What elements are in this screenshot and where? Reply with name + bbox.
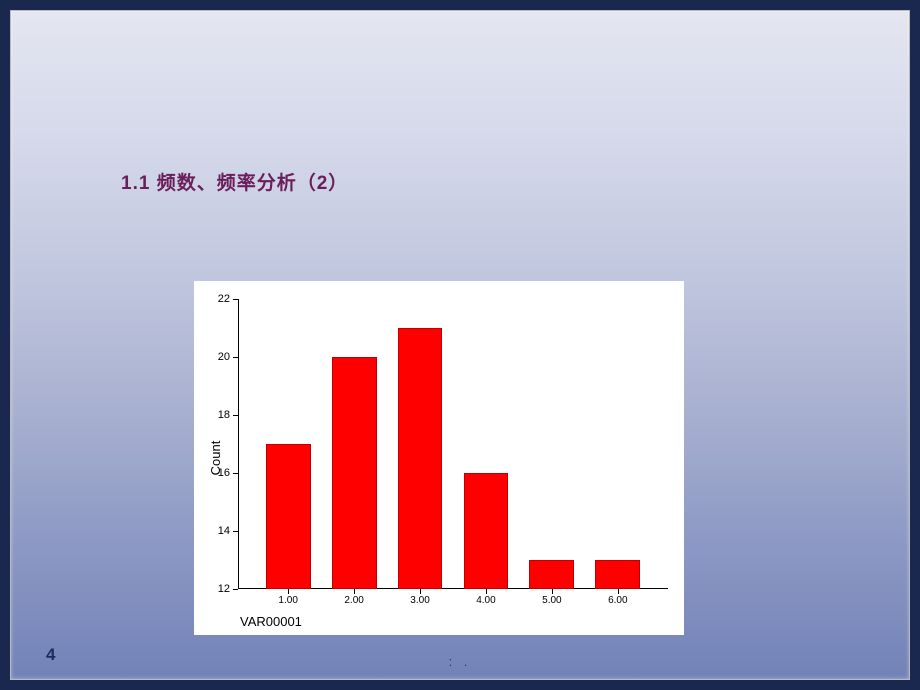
- x-tick: [618, 589, 619, 594]
- y-tick: [233, 357, 238, 358]
- y-tick: [233, 299, 238, 300]
- chart-container: Count VAR00001 1214161820221.002.003.004…: [194, 281, 684, 635]
- bar: [332, 357, 377, 589]
- x-tick-label: 1.00: [278, 595, 297, 606]
- y-tick: [233, 415, 238, 416]
- bar: [398, 328, 443, 589]
- x-tick: [486, 589, 487, 594]
- footer-marks: : .: [449, 654, 472, 669]
- x-tick-label: 5.00: [542, 595, 561, 606]
- y-tick-label: 18: [218, 409, 230, 421]
- y-tick-label: 14: [218, 525, 230, 537]
- plot-area: 1214161820221.002.003.004.005.006.00: [238, 299, 668, 589]
- y-tick-label: 20: [218, 351, 230, 363]
- x-tick: [420, 589, 421, 594]
- y-tick-label: 12: [218, 583, 230, 595]
- x-tick: [354, 589, 355, 594]
- bar: [464, 473, 509, 589]
- x-tick-label: 2.00: [344, 595, 363, 606]
- y-tick: [233, 473, 238, 474]
- bar: [529, 560, 574, 589]
- x-tick: [288, 589, 289, 594]
- x-axis-label: VAR00001: [240, 614, 302, 629]
- y-tick: [233, 589, 238, 590]
- slide-container: 1.1 频数、频率分析（2） Count VAR00001 1214161820…: [10, 10, 910, 680]
- slide-title: 1.1 频数、频率分析（2）: [121, 168, 348, 195]
- page-number: 4: [46, 645, 55, 665]
- bar: [266, 444, 311, 589]
- x-tick: [552, 589, 553, 594]
- x-tick-label: 6.00: [608, 595, 627, 606]
- x-tick-label: 3.00: [410, 595, 429, 606]
- y-tick-label: 22: [218, 293, 230, 305]
- y-tick-label: 16: [218, 467, 230, 479]
- y-axis-line: [238, 299, 239, 589]
- bar: [595, 560, 640, 589]
- x-tick-label: 4.00: [476, 595, 495, 606]
- y-tick: [233, 531, 238, 532]
